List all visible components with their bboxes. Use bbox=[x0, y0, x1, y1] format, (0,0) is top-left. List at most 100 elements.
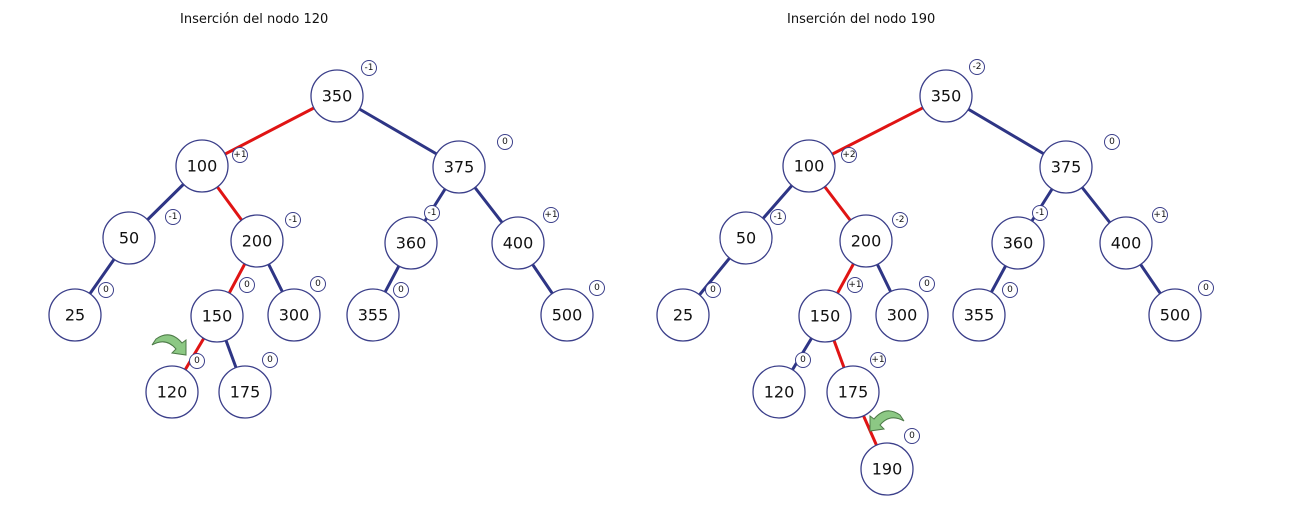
node-circle bbox=[145, 365, 199, 419]
balance-factor-value: 0 bbox=[1203, 283, 1209, 293]
node-circle bbox=[1099, 216, 1153, 270]
balance-factor-value: -1 bbox=[774, 212, 783, 222]
balance-factor-badge: 0 bbox=[1104, 134, 1120, 150]
balance-factor-badge: -1 bbox=[770, 209, 786, 225]
node-value: 190 bbox=[872, 460, 903, 479]
node-value: 500 bbox=[1160, 306, 1191, 325]
balance-factor-value: 0 bbox=[710, 285, 716, 295]
node-circle bbox=[782, 139, 836, 193]
balance-factor-value: -1 bbox=[289, 215, 298, 225]
node-circle bbox=[919, 69, 973, 123]
balance-badge-circle bbox=[892, 212, 908, 228]
tree-node-50: 50 -1 bbox=[102, 209, 181, 265]
node-circle bbox=[798, 289, 852, 343]
balance-factor-badge: 0 bbox=[497, 134, 513, 150]
node-value: 350 bbox=[322, 87, 353, 106]
node-value: 100 bbox=[794, 157, 825, 176]
node-value: 50 bbox=[736, 229, 756, 248]
balance-factor-value: 0 bbox=[244, 280, 250, 290]
balance-factor-badge: +1 bbox=[870, 352, 886, 368]
node-circle bbox=[1039, 140, 1093, 194]
node-value: 175 bbox=[230, 383, 261, 402]
tree-node-100: 100 +1 bbox=[175, 139, 248, 193]
node-circle bbox=[230, 214, 284, 268]
balance-badge-circle bbox=[589, 280, 605, 296]
node-value: 300 bbox=[279, 306, 310, 325]
node-circle bbox=[491, 216, 545, 270]
balance-factor-badge: +1 bbox=[543, 207, 559, 223]
tree-node-350: 350 -2 bbox=[919, 59, 985, 123]
balance-factor-value: 0 bbox=[924, 279, 930, 289]
node-circle bbox=[267, 288, 321, 342]
node-value: 120 bbox=[157, 383, 188, 402]
balance-badge-circle bbox=[841, 147, 857, 163]
tree-node-25: 25 0 bbox=[48, 282, 114, 342]
balance-factor-badge: -1 bbox=[285, 212, 301, 228]
node-value: 400 bbox=[503, 234, 534, 253]
tree-node-200: 200 -2 bbox=[839, 212, 908, 268]
tree-node-500: 500 0 bbox=[1148, 280, 1214, 342]
balance-factor-badge: 0 bbox=[1002, 282, 1018, 298]
node-value: 350 bbox=[931, 87, 962, 106]
balance-badge-circle bbox=[705, 282, 721, 298]
diagram-insert-120: Inserción del nodo 120 350 -1 100 +1 375 0 50 -… bbox=[48, 12, 605, 419]
balance-factor-value: 0 bbox=[800, 355, 806, 365]
balance-badge-circle bbox=[189, 353, 205, 369]
balance-badge-circle bbox=[1104, 134, 1120, 150]
balance-factor-badge: 0 bbox=[189, 353, 205, 369]
tree-node-400: 400 +1 bbox=[491, 207, 559, 270]
balance-badge-circle bbox=[969, 59, 985, 75]
node-value: 375 bbox=[1051, 158, 1082, 177]
tree-node-300: 300 0 bbox=[875, 276, 935, 342]
balance-badge-circle bbox=[310, 276, 326, 292]
tree-node-100: 100 +2 bbox=[782, 139, 857, 193]
balance-badge-circle bbox=[424, 205, 440, 221]
node-circle bbox=[752, 365, 806, 419]
node-value: 375 bbox=[444, 158, 475, 177]
diagram-insert-190: Inserción del nodo 190 350 -2 100 +2 375 0 50 -… bbox=[656, 12, 1214, 496]
node-value: 120 bbox=[764, 383, 795, 402]
node-circle bbox=[656, 288, 710, 342]
node-value: 150 bbox=[810, 307, 841, 326]
node-circle bbox=[839, 214, 893, 268]
balance-factor-badge: 0 bbox=[98, 282, 114, 298]
balance-factor-value: -1 bbox=[365, 63, 374, 73]
balance-badge-circle bbox=[262, 352, 278, 368]
balance-factor-value: -1 bbox=[169, 212, 178, 222]
balance-factor-value: 0 bbox=[1007, 285, 1013, 295]
diagram-title: Inserción del nodo 190 bbox=[787, 12, 935, 27]
node-circle bbox=[218, 365, 272, 419]
balance-badge-circle bbox=[870, 352, 886, 368]
node-value: 360 bbox=[396, 234, 427, 253]
node-value: 25 bbox=[65, 306, 85, 325]
balance-factor-badge: +2 bbox=[841, 147, 857, 163]
node-circle bbox=[432, 140, 486, 194]
tree-node-375: 375 0 bbox=[432, 134, 513, 194]
balance-factor-badge: 0 bbox=[904, 428, 920, 444]
tree-node-300: 300 0 bbox=[267, 276, 326, 342]
balance-badge-circle bbox=[98, 282, 114, 298]
curved-arrow-right-icon bbox=[869, 410, 905, 432]
tree-node-350: 350 -1 bbox=[310, 60, 377, 123]
node-value: 355 bbox=[964, 306, 995, 325]
balance-factor-badge: 0 bbox=[1198, 280, 1214, 296]
balance-factor-value: +1 bbox=[544, 210, 557, 220]
node-value: 150 bbox=[202, 307, 233, 326]
balance-factor-value: 0 bbox=[502, 137, 508, 147]
balance-factor-value: +1 bbox=[871, 355, 884, 365]
balance-factor-badge: -1 bbox=[424, 205, 440, 221]
balance-factor-value: -2 bbox=[896, 215, 905, 225]
node-circle bbox=[875, 288, 929, 342]
balance-factor-badge: 0 bbox=[919, 276, 935, 292]
tree-node-375: 375 0 bbox=[1039, 134, 1120, 194]
balance-badge-circle bbox=[770, 209, 786, 225]
balance-factor-value: -1 bbox=[428, 208, 437, 218]
tree-node-120: 120 0 bbox=[145, 353, 205, 419]
node-circle bbox=[860, 442, 914, 496]
node-value: 500 bbox=[552, 306, 583, 325]
balance-badge-circle bbox=[847, 277, 863, 293]
balance-factor-badge: +1 bbox=[1152, 207, 1168, 223]
balance-badge-circle bbox=[239, 277, 255, 293]
balance-factor-badge: 0 bbox=[589, 280, 605, 296]
